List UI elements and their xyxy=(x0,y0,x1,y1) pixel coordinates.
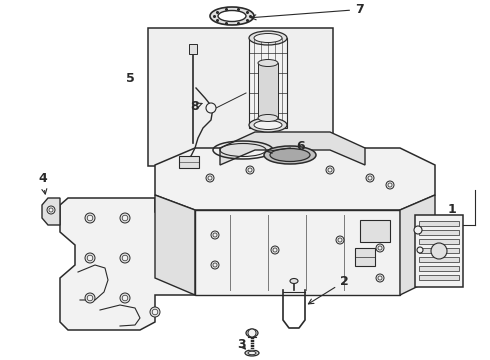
Bar xyxy=(419,257,459,262)
Circle shape xyxy=(85,293,95,303)
Circle shape xyxy=(366,174,374,182)
Circle shape xyxy=(211,231,219,239)
Circle shape xyxy=(388,183,392,187)
Ellipse shape xyxy=(218,10,246,22)
Circle shape xyxy=(87,255,93,261)
Text: 2: 2 xyxy=(308,275,349,304)
Circle shape xyxy=(271,246,279,254)
Circle shape xyxy=(150,307,160,317)
Circle shape xyxy=(378,276,382,280)
Circle shape xyxy=(122,215,128,221)
Polygon shape xyxy=(155,195,195,295)
Bar xyxy=(258,63,278,118)
Circle shape xyxy=(85,253,95,263)
Circle shape xyxy=(248,168,252,172)
Circle shape xyxy=(386,181,394,189)
Circle shape xyxy=(376,274,384,282)
Bar xyxy=(419,221,459,226)
Polygon shape xyxy=(220,132,365,165)
Circle shape xyxy=(120,213,130,223)
Text: 3: 3 xyxy=(237,338,245,351)
Polygon shape xyxy=(60,198,200,330)
Bar xyxy=(360,220,390,242)
Ellipse shape xyxy=(254,33,282,42)
Ellipse shape xyxy=(249,118,287,132)
Circle shape xyxy=(152,309,158,315)
Circle shape xyxy=(206,174,214,182)
Ellipse shape xyxy=(264,146,316,164)
Text: 5: 5 xyxy=(125,72,134,85)
Circle shape xyxy=(376,244,384,252)
Bar xyxy=(419,230,459,235)
Bar xyxy=(419,239,459,244)
Circle shape xyxy=(378,246,382,250)
Text: 7: 7 xyxy=(251,3,364,20)
Circle shape xyxy=(122,295,128,301)
Bar xyxy=(249,38,287,128)
Circle shape xyxy=(273,248,277,252)
Text: 6: 6 xyxy=(267,140,305,153)
Polygon shape xyxy=(42,198,60,225)
Bar xyxy=(355,248,375,266)
Circle shape xyxy=(49,208,53,212)
Ellipse shape xyxy=(290,279,298,284)
Text: 8: 8 xyxy=(190,100,202,113)
Bar xyxy=(415,215,463,287)
Circle shape xyxy=(120,253,130,263)
Circle shape xyxy=(213,233,217,237)
Ellipse shape xyxy=(249,31,287,45)
Text: 1: 1 xyxy=(448,203,457,216)
Circle shape xyxy=(208,176,212,180)
Ellipse shape xyxy=(270,149,310,162)
Circle shape xyxy=(417,247,423,253)
Circle shape xyxy=(211,261,219,269)
Polygon shape xyxy=(155,148,435,210)
Polygon shape xyxy=(195,210,400,295)
Circle shape xyxy=(122,255,128,261)
Bar xyxy=(419,248,459,253)
Polygon shape xyxy=(400,195,435,295)
Bar xyxy=(189,44,197,54)
Bar xyxy=(419,266,459,271)
Ellipse shape xyxy=(254,121,282,130)
Circle shape xyxy=(85,213,95,223)
Ellipse shape xyxy=(248,351,256,355)
Circle shape xyxy=(120,293,130,303)
Ellipse shape xyxy=(246,329,258,337)
Ellipse shape xyxy=(210,7,254,25)
Bar xyxy=(148,28,333,166)
Ellipse shape xyxy=(258,114,278,122)
Circle shape xyxy=(248,329,256,337)
Circle shape xyxy=(87,295,93,301)
Circle shape xyxy=(326,166,334,174)
Circle shape xyxy=(206,103,216,113)
Circle shape xyxy=(246,166,254,174)
Ellipse shape xyxy=(258,59,278,67)
Circle shape xyxy=(414,226,422,234)
Circle shape xyxy=(368,176,372,180)
Circle shape xyxy=(431,243,447,259)
Circle shape xyxy=(47,206,55,214)
Circle shape xyxy=(87,215,93,221)
Circle shape xyxy=(213,263,217,267)
Text: 4: 4 xyxy=(38,172,47,194)
Ellipse shape xyxy=(245,350,259,356)
Bar xyxy=(179,156,199,168)
Circle shape xyxy=(328,168,332,172)
Bar xyxy=(419,275,459,280)
Circle shape xyxy=(336,236,344,244)
Circle shape xyxy=(338,238,342,242)
